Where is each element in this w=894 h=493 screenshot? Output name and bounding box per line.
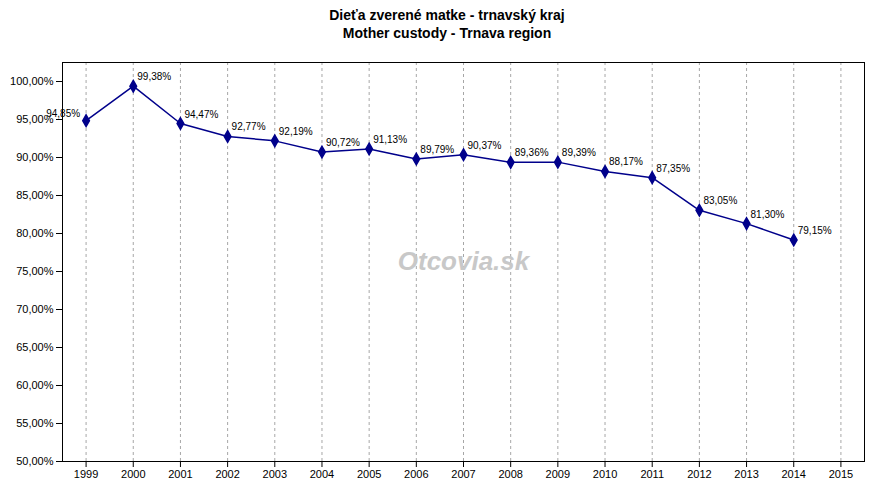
svg-text:2001: 2001 bbox=[168, 468, 192, 480]
svg-text:85,00%: 85,00% bbox=[16, 189, 54, 201]
svg-text:92,19%: 92,19% bbox=[279, 126, 313, 137]
svg-text:2002: 2002 bbox=[215, 468, 239, 480]
svg-text:92,77%: 92,77% bbox=[232, 121, 266, 132]
svg-text:2000: 2000 bbox=[121, 468, 145, 480]
svg-text:83,05%: 83,05% bbox=[703, 195, 737, 206]
svg-text:2005: 2005 bbox=[357, 468, 381, 480]
html-text:Dieťa zverené matke - trnavský: Dieťa zverené matke - trnavský kraj bbox=[329, 7, 565, 23]
svg-text:90,00%: 90,00% bbox=[16, 151, 54, 163]
svg-text:2013: 2013 bbox=[734, 468, 758, 480]
svg-text:2008: 2008 bbox=[498, 468, 522, 480]
svg-text:88,17%: 88,17% bbox=[609, 156, 643, 167]
svg-text:89,36%: 89,36% bbox=[515, 147, 549, 158]
svg-text:2012: 2012 bbox=[687, 468, 711, 480]
html-text:Mother custody - Trnava region: Mother custody - Trnava region bbox=[342, 25, 552, 41]
svg-text:75,00%: 75,00% bbox=[16, 265, 54, 277]
svg-text:2010: 2010 bbox=[593, 468, 617, 480]
svg-text:90,72%: 90,72% bbox=[326, 137, 360, 148]
svg-text:Otcovia.sk: Otcovia.sk bbox=[398, 246, 531, 276]
svg-text:100,00%: 100,00% bbox=[10, 75, 54, 87]
svg-text:94,47%: 94,47% bbox=[184, 109, 218, 120]
svg-text:50,00%: 50,00% bbox=[16, 455, 54, 467]
svg-text:89,39%: 89,39% bbox=[562, 147, 596, 158]
svg-text:2015: 2015 bbox=[829, 468, 853, 480]
svg-text:2011: 2011 bbox=[640, 468, 664, 480]
svg-text:81,30%: 81,30% bbox=[751, 209, 785, 220]
svg-text:91,13%: 91,13% bbox=[373, 134, 407, 145]
svg-text:90,37%: 90,37% bbox=[468, 140, 502, 151]
svg-text:79,15%: 79,15% bbox=[798, 225, 832, 236]
svg-text:2004: 2004 bbox=[310, 468, 334, 480]
svg-text:1999: 1999 bbox=[74, 468, 98, 480]
svg-text:2007: 2007 bbox=[451, 468, 475, 480]
svg-text:60,00%: 60,00% bbox=[16, 379, 54, 391]
svg-text:2014: 2014 bbox=[781, 468, 805, 480]
svg-text:94,85%: 94,85% bbox=[46, 108, 80, 119]
svg-text:70,00%: 70,00% bbox=[16, 303, 54, 315]
svg-text:65,00%: 65,00% bbox=[16, 341, 54, 353]
svg-text:2009: 2009 bbox=[546, 468, 570, 480]
svg-text:80,00%: 80,00% bbox=[16, 227, 54, 239]
svg-text:95,00%: 95,00% bbox=[16, 113, 54, 125]
svg-text:2006: 2006 bbox=[404, 468, 428, 480]
svg-text:89,79%: 89,79% bbox=[420, 144, 454, 155]
svg-text:55,00%: 55,00% bbox=[16, 417, 54, 429]
svg-text:99,38%: 99,38% bbox=[137, 71, 171, 82]
svg-text:87,35%: 87,35% bbox=[656, 163, 690, 174]
svg-text:2003: 2003 bbox=[263, 468, 287, 480]
